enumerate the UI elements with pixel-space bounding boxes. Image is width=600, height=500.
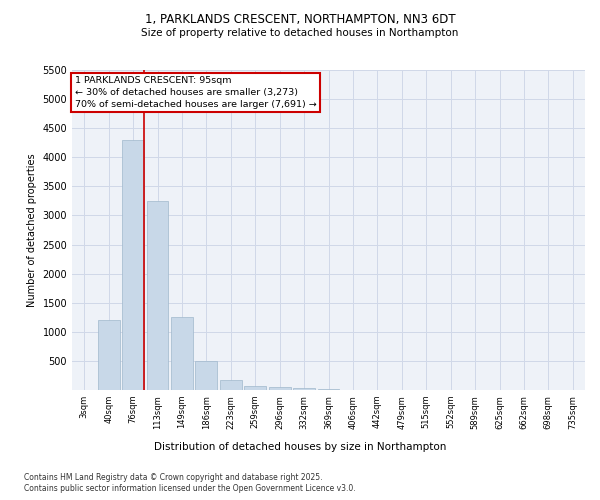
Bar <box>171 318 193 390</box>
Bar <box>220 380 242 390</box>
Text: Contains public sector information licensed under the Open Government Licence v3: Contains public sector information licen… <box>24 484 356 493</box>
Bar <box>122 140 144 390</box>
Bar <box>146 201 169 390</box>
Text: 1 PARKLANDS CRESCENT: 95sqm
← 30% of detached houses are smaller (3,273)
70% of : 1 PARKLANDS CRESCENT: 95sqm ← 30% of det… <box>74 76 316 109</box>
Bar <box>269 387 290 390</box>
Bar <box>317 389 340 390</box>
Bar <box>244 386 266 390</box>
Bar <box>98 320 119 390</box>
Text: Contains HM Land Registry data © Crown copyright and database right 2025.: Contains HM Land Registry data © Crown c… <box>24 472 323 482</box>
Y-axis label: Number of detached properties: Number of detached properties <box>27 153 37 307</box>
Text: 1, PARKLANDS CRESCENT, NORTHAMPTON, NN3 6DT: 1, PARKLANDS CRESCENT, NORTHAMPTON, NN3 … <box>145 12 455 26</box>
Text: Size of property relative to detached houses in Northampton: Size of property relative to detached ho… <box>142 28 458 38</box>
Bar <box>293 388 315 390</box>
Text: Distribution of detached houses by size in Northampton: Distribution of detached houses by size … <box>154 442 446 452</box>
Bar <box>196 361 217 390</box>
